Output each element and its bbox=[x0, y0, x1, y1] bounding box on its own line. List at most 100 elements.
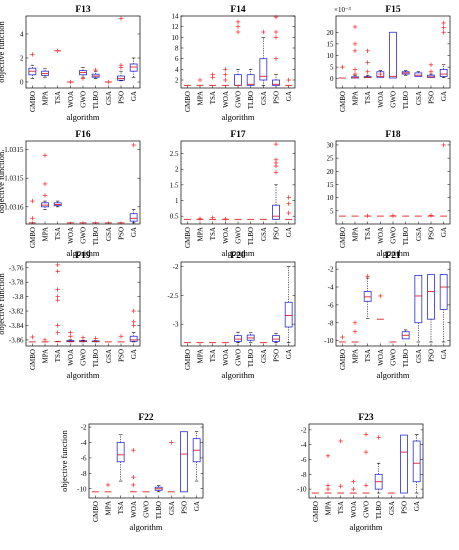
plot-frame bbox=[180, 261, 296, 347]
outlier-marker bbox=[352, 41, 358, 47]
y-tick-label: 15 bbox=[327, 181, 335, 189]
outlier-marker bbox=[197, 216, 203, 221]
box-ga bbox=[440, 142, 448, 217]
outlier-marker bbox=[30, 52, 35, 57]
outlier-marker bbox=[68, 330, 73, 335]
iqr-box bbox=[400, 434, 408, 494]
outlier-marker bbox=[363, 432, 369, 437]
x-tick-label-ga: GA bbox=[285, 349, 293, 359]
y-tick-label: 10 bbox=[172, 34, 180, 42]
box-gmbo bbox=[338, 334, 346, 343]
outlier-marker bbox=[131, 448, 136, 453]
x-axis-label: algorithm bbox=[221, 248, 254, 258]
box-tlbo bbox=[91, 336, 100, 343]
x-tick-label-mpa: MPA bbox=[325, 501, 333, 516]
outlier-marker bbox=[93, 67, 98, 73]
x-tick-label-mpa: MPA bbox=[42, 91, 50, 106]
y-tick-label: -6 bbox=[328, 301, 334, 309]
x-tick-label-pso: PSO bbox=[181, 501, 189, 514]
outlier-marker bbox=[273, 170, 279, 175]
iqr-box bbox=[376, 71, 385, 78]
x-axis-label: algorithm bbox=[376, 370, 409, 380]
y-tick-label: -8 bbox=[81, 470, 87, 478]
iqr-box bbox=[414, 275, 423, 324]
y-tick-label: -3.76 bbox=[9, 264, 24, 272]
outlier-marker bbox=[55, 330, 60, 335]
x-tick-label-mpa: MPA bbox=[197, 349, 205, 364]
plot-frame bbox=[180, 140, 296, 225]
outlier-marker bbox=[351, 479, 356, 484]
outlier-marker bbox=[131, 482, 136, 488]
box-tsa bbox=[363, 48, 372, 78]
box-tlbo bbox=[401, 70, 410, 76]
box-pso bbox=[272, 14, 280, 86]
outlier-marker bbox=[223, 72, 228, 77]
x-tick-label-tsa: TSA bbox=[364, 227, 372, 240]
x-tick-label-pso: PSO bbox=[118, 91, 126, 104]
outlier-marker bbox=[131, 308, 136, 314]
box-tsa bbox=[209, 215, 217, 220]
iqr-box bbox=[259, 58, 268, 81]
x-tick-label-gwo: GWO bbox=[80, 227, 88, 244]
outlier-marker bbox=[68, 79, 73, 85]
outlier-marker bbox=[118, 65, 124, 70]
box-pso bbox=[180, 431, 188, 493]
x-tick-label-tsa: TSA bbox=[117, 501, 125, 514]
y-tick-label: -4 bbox=[301, 441, 307, 449]
y-tick-label: -3 bbox=[173, 321, 179, 329]
x-tick-label-gwo: GWO bbox=[390, 91, 398, 108]
outlier-marker bbox=[235, 19, 241, 25]
box-tsa bbox=[116, 434, 125, 482]
x-tick-label-ga: GA bbox=[440, 227, 448, 237]
y-tick-label: -2 bbox=[301, 426, 307, 434]
x-tick-label-gwo: GWO bbox=[363, 501, 371, 518]
x-tick-label-woa: WOA bbox=[67, 91, 75, 108]
box-gmbo bbox=[338, 64, 346, 79]
x-tick-label-gsa: GSA bbox=[260, 349, 268, 363]
box-ga bbox=[192, 431, 201, 482]
x-tick-label-woa: WOA bbox=[67, 349, 75, 366]
box-tsa bbox=[209, 72, 217, 86]
box-woa bbox=[376, 293, 384, 320]
box-gsa bbox=[167, 440, 175, 493]
x-tick-label-ga: GA bbox=[285, 227, 293, 237]
panel-f22: F22 -2 -4 -6 -8 -10 GMBO MPA TSA WOA GWO TLBO GSA PSO… bbox=[59, 413, 204, 532]
outlier-marker bbox=[261, 29, 266, 35]
outlier-marker bbox=[441, 30, 446, 35]
x-tick-label-tsa: TSA bbox=[209, 227, 217, 240]
box-mpa bbox=[104, 482, 112, 493]
outlier-marker bbox=[338, 483, 343, 489]
x-tick-label-ga: GA bbox=[440, 91, 448, 101]
panel-f17: F17 0.5 1 1.5 2 2.5 GMBO MPA TSA WOA GWO TLBO GSA PSO… bbox=[170, 130, 296, 258]
y-tick-label: 5 bbox=[330, 64, 334, 72]
iqr-box bbox=[272, 335, 280, 342]
iqr-box bbox=[414, 72, 423, 77]
x-tick-label-gwo: GWO bbox=[390, 349, 398, 366]
x-tick-label-woa: WOA bbox=[130, 501, 138, 518]
box-woa bbox=[349, 479, 357, 494]
x-tick-label-woa: WOA bbox=[350, 501, 358, 518]
panel-title: F19 bbox=[75, 251, 91, 261]
x-tick-label-tlbo: TLBO bbox=[247, 227, 255, 245]
x-tick-label-tlbo: TLBO bbox=[92, 91, 100, 109]
box-gwo bbox=[79, 335, 87, 343]
outlier-marker bbox=[286, 77, 291, 83]
x-tick-label-pso: PSO bbox=[428, 91, 436, 104]
x-tick-label-pso: PSO bbox=[118, 349, 126, 362]
outlier-marker bbox=[325, 483, 331, 488]
x-tick-label-gwo: GWO bbox=[235, 349, 243, 366]
outlier-marker bbox=[325, 453, 331, 459]
panel-title: F20 bbox=[230, 251, 246, 261]
box-mpa bbox=[196, 216, 204, 221]
x-tick-label-ga: GA bbox=[193, 501, 201, 511]
x-tick-label-woa: WOA bbox=[67, 227, 75, 244]
iqr-box bbox=[427, 274, 435, 320]
outlier-marker bbox=[118, 16, 124, 21]
x-tick-label-gsa: GSA bbox=[415, 227, 423, 241]
panel-title: F22 bbox=[138, 413, 154, 423]
iqr-box bbox=[246, 74, 255, 86]
x-tick-label-tlbo: TLBO bbox=[402, 349, 410, 367]
outlier-marker bbox=[118, 334, 124, 339]
panel-f15: F15 ×10⁻³ 0 5 10 15 20 GMBO MPA TSA WOA GWO TLBO GSA P… bbox=[327, 5, 451, 112]
